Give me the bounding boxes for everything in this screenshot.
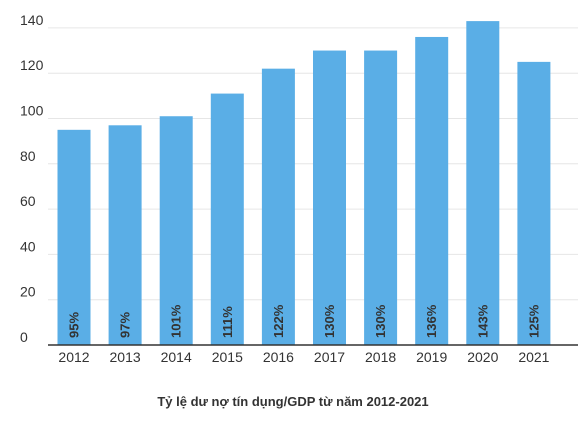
x-tick-label: 2014 — [161, 349, 192, 365]
bar — [466, 21, 500, 345]
x-tick-label: 2017 — [314, 349, 345, 365]
y-axis-ticks: 0 20 40 60 80 100 120 140 — [20, 12, 44, 345]
bar-value-label: 122% — [271, 304, 286, 338]
bar-value-label: 130% — [322, 304, 337, 338]
y-tick-label: 80 — [20, 148, 36, 164]
bar-value-label: 97% — [118, 312, 133, 338]
bar — [364, 50, 398, 346]
x-tick-label: 2015 — [212, 349, 243, 365]
chart-caption: Tỷ lệ dư nợ tín dụng/GDP từ năm 2012-202… — [157, 394, 429, 409]
x-tick-label: 2020 — [467, 349, 498, 365]
bar-value-label: 130% — [373, 304, 388, 338]
bar-value-label: 101% — [169, 304, 184, 338]
bar — [313, 50, 346, 346]
x-tick-label: 2012 — [58, 349, 89, 365]
x-tick-label: 2018 — [365, 349, 396, 365]
y-tick-label: 0 — [20, 329, 28, 345]
bar-value-label: 95% — [67, 312, 82, 338]
bar-value-label: 125% — [526, 304, 541, 338]
bar — [210, 93, 244, 346]
bar-value-label: 111% — [220, 306, 235, 338]
x-axis-ticks: 2012 2013 2014 2015 2016 2017 2018 2019 2020 2021 — [58, 349, 549, 365]
bar — [57, 129, 91, 345]
bar — [517, 61, 551, 345]
bars — [57, 21, 551, 346]
x-tick-label: 2013 — [110, 349, 141, 365]
bar — [108, 125, 142, 345]
y-tick-label: 20 — [20, 284, 36, 300]
bar-value-label: 136% — [424, 304, 439, 338]
y-tick-label: 60 — [20, 193, 36, 209]
bar-value-label: 143% — [475, 304, 490, 338]
bar — [415, 36, 449, 346]
x-tick-label: 2021 — [518, 349, 549, 365]
y-tick-label: 140 — [20, 12, 44, 28]
y-tick-label: 120 — [20, 57, 44, 73]
bar-value-labels: 95% 97% 101% 111% 122% 130% 130% 136% 143% 125% — [67, 304, 542, 338]
y-tick-label: 100 — [20, 103, 44, 119]
x-tick-label: 2016 — [263, 349, 294, 365]
x-tick-label: 2019 — [416, 349, 447, 365]
bar — [261, 68, 295, 346]
bar — [159, 116, 193, 345]
y-tick-label: 40 — [20, 238, 36, 254]
